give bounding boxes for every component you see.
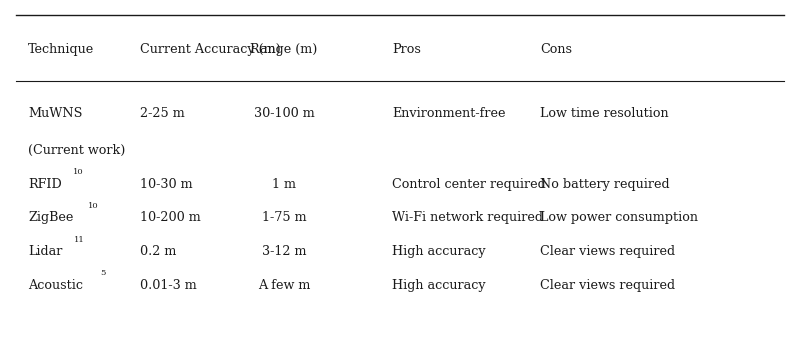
Text: High accuracy: High accuracy	[392, 279, 486, 292]
Text: 5: 5	[101, 269, 106, 277]
Text: Current Accuracy (m): Current Accuracy (m)	[140, 43, 281, 55]
Text: Lidar: Lidar	[28, 245, 62, 258]
Text: Environment-free: Environment-free	[392, 106, 506, 120]
Text: (Current work): (Current work)	[28, 144, 126, 157]
Text: Clear views required: Clear views required	[540, 245, 675, 258]
Text: Acoustic: Acoustic	[28, 279, 83, 292]
Text: MuWNS: MuWNS	[28, 106, 82, 120]
Text: 11: 11	[74, 236, 85, 244]
Text: ZigBee: ZigBee	[28, 211, 74, 224]
Text: RFID: RFID	[28, 177, 62, 191]
Text: 30-100 m: 30-100 m	[254, 106, 314, 120]
Text: Technique: Technique	[28, 43, 94, 55]
Text: Low time resolution: Low time resolution	[540, 106, 669, 120]
Text: Control center required: Control center required	[392, 177, 546, 191]
Text: 0.2 m: 0.2 m	[140, 245, 176, 258]
Text: 10-30 m: 10-30 m	[140, 177, 193, 191]
Text: High accuracy: High accuracy	[392, 245, 486, 258]
Text: A few m: A few m	[258, 279, 310, 292]
Text: 0.01-3 m: 0.01-3 m	[140, 279, 197, 292]
Text: 1-75 m: 1-75 m	[262, 211, 306, 224]
Text: 10: 10	[88, 202, 98, 210]
Text: Cons: Cons	[540, 43, 572, 55]
Text: 1 m: 1 m	[272, 177, 296, 191]
Text: Wi-Fi network required: Wi-Fi network required	[392, 211, 543, 224]
Text: No battery required: No battery required	[540, 177, 670, 191]
Text: 10-200 m: 10-200 m	[140, 211, 201, 224]
Text: Clear views required: Clear views required	[540, 279, 675, 292]
Text: 10: 10	[73, 168, 84, 176]
Text: Low power consumption: Low power consumption	[540, 211, 698, 224]
Text: 3-12 m: 3-12 m	[262, 245, 306, 258]
Text: 2-25 m: 2-25 m	[140, 106, 185, 120]
Text: Range (m): Range (m)	[250, 43, 318, 55]
Text: Pros: Pros	[392, 43, 421, 55]
